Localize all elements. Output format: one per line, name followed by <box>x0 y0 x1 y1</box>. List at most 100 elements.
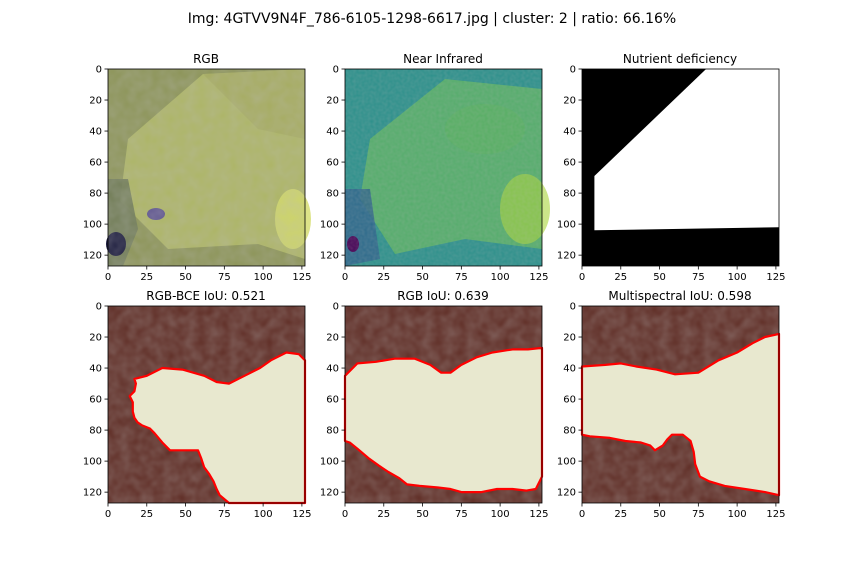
x-tick-label: 50 <box>653 272 666 283</box>
x-tick-label: 100 <box>728 509 747 520</box>
axes-frame <box>344 305 543 504</box>
axes-frame <box>581 305 780 504</box>
axes-frame <box>581 68 780 267</box>
x-tick-label: 0 <box>579 272 585 283</box>
x-tick-label: 25 <box>377 272 390 283</box>
panel-mask: Nutrient deficiency 0 25 50 75 100 125 0 20 40 60… <box>557 52 786 283</box>
panel-title: RGB-BCE IoU: 0.521 <box>146 289 265 303</box>
y-tick-label: 40 <box>326 127 339 138</box>
x-tick-label: 50 <box>416 509 429 520</box>
x-tick-label: 75 <box>692 509 705 520</box>
panel-title: Near Infrared <box>403 52 483 66</box>
x-tick-label: 0 <box>342 509 348 520</box>
y-tick-label: 80 <box>563 426 576 437</box>
x-tick-label: 125 <box>292 272 311 283</box>
predicted-region <box>580 332 781 497</box>
y-tick-label: 60 <box>89 395 102 406</box>
y-tick-label: 100 <box>557 220 576 231</box>
x-tick-label: 25 <box>377 509 390 520</box>
y-tick-label: 20 <box>326 96 339 107</box>
y-tick-label: 100 <box>557 457 576 468</box>
y-tick-label: 40 <box>89 127 102 138</box>
panel-nir: Near Infrared 0 25 50 75 100 125 0 20 40 60 80 100 1… <box>320 52 550 283</box>
y-tick-label: 20 <box>89 333 102 344</box>
x-tick-label: 75 <box>218 272 231 283</box>
x-tick-label: 50 <box>416 272 429 283</box>
y-tick-label: 40 <box>563 364 576 375</box>
predicted-region <box>128 351 307 505</box>
panel-title: RGB IoU: 0.639 <box>397 289 489 303</box>
y-tick-label: 0 <box>96 65 102 76</box>
axes-frame <box>107 68 306 267</box>
x-tick-label: 100 <box>254 509 273 520</box>
axes-frame <box>107 305 306 504</box>
y-tick-label: 40 <box>563 127 576 138</box>
x-tick-label: 125 <box>292 509 311 520</box>
x-tick-label: 125 <box>766 509 785 520</box>
x-tick-label: 100 <box>254 272 273 283</box>
x-tick-label: 25 <box>140 272 153 283</box>
panel-multispectral: Multispectral IoU: 0.598 0 25 50 75 100 125 0 2… <box>557 289 786 520</box>
x-tick-label: 25 <box>614 509 627 520</box>
y-tick-label: 20 <box>563 96 576 107</box>
y-tick-label: 80 <box>563 189 576 200</box>
y-tick-label: 40 <box>326 364 339 375</box>
y-tick-label: 60 <box>326 395 339 406</box>
panel-rgb: RGB 0 25 50 75 100 125 0 20 40 60 80 100 120 <box>83 52 312 283</box>
y-tick-label: 100 <box>320 220 339 231</box>
y-tick-label: 120 <box>557 488 576 499</box>
y-tick-label: 80 <box>326 426 339 437</box>
axes-frame <box>344 68 543 267</box>
y-tick-label: 80 <box>326 189 339 200</box>
y-tick-label: 0 <box>333 65 339 76</box>
y-tick-label: 60 <box>89 158 102 169</box>
x-tick-label: 0 <box>579 509 585 520</box>
y-tick-label: 80 <box>89 189 102 200</box>
x-tick-label: 50 <box>179 509 192 520</box>
y-tick-label: 0 <box>96 302 102 313</box>
y-tick-label: 100 <box>83 220 102 231</box>
x-tick-label: 100 <box>728 272 747 283</box>
y-tick-label: 120 <box>320 251 339 262</box>
panel-title: Multispectral IoU: 0.598 <box>608 289 751 303</box>
x-tick-label: 25 <box>614 272 627 283</box>
y-tick-label: 40 <box>89 364 102 375</box>
y-tick-label: 100 <box>83 457 102 468</box>
y-tick-label: 120 <box>83 488 102 499</box>
panel-rgb-pred: RGB IoU: 0.639 0 25 50 75 100 125 0 20 40 60 80 100… <box>320 289 549 520</box>
figure-suptitle: Img: 4GTVV9N4F_786-6105-1298-6617.jpg | … <box>188 11 677 27</box>
y-tick-label: 80 <box>89 426 102 437</box>
x-tick-label: 75 <box>455 509 468 520</box>
y-tick-label: 60 <box>563 158 576 169</box>
panel-title: RGB <box>193 52 219 66</box>
y-tick-label: 0 <box>570 65 576 76</box>
y-tick-label: 120 <box>557 251 576 262</box>
y-tick-label: 60 <box>326 158 339 169</box>
nir-image <box>345 69 550 266</box>
panel-title: Nutrient deficiency <box>623 52 737 66</box>
y-tick-label: 100 <box>320 457 339 468</box>
predicted-region <box>343 346 544 494</box>
x-tick-label: 75 <box>692 272 705 283</box>
x-tick-label: 125 <box>529 272 548 283</box>
panel-rgb-bce: RGB-BCE IoU: 0.521 0 25 50 75 100 125 0 20 40 60 8… <box>83 289 312 520</box>
x-tick-label: 100 <box>491 272 510 283</box>
x-tick-label: 125 <box>529 509 548 520</box>
x-tick-label: 0 <box>105 509 111 520</box>
y-tick-label: 0 <box>333 302 339 313</box>
x-tick-label: 75 <box>218 509 231 520</box>
x-tick-label: 50 <box>653 509 666 520</box>
y-tick-label: 20 <box>326 333 339 344</box>
x-tick-label: 0 <box>342 272 348 283</box>
x-tick-label: 75 <box>455 272 468 283</box>
x-tick-label: 0 <box>105 272 111 283</box>
x-tick-label: 25 <box>140 509 153 520</box>
x-tick-label: 50 <box>179 272 192 283</box>
y-tick-label: 120 <box>83 251 102 262</box>
x-tick-label: 100 <box>491 509 510 520</box>
x-tick-label: 125 <box>766 272 785 283</box>
y-tick-label: 120 <box>320 488 339 499</box>
mask-region <box>594 69 779 231</box>
y-tick-label: 0 <box>570 302 576 313</box>
